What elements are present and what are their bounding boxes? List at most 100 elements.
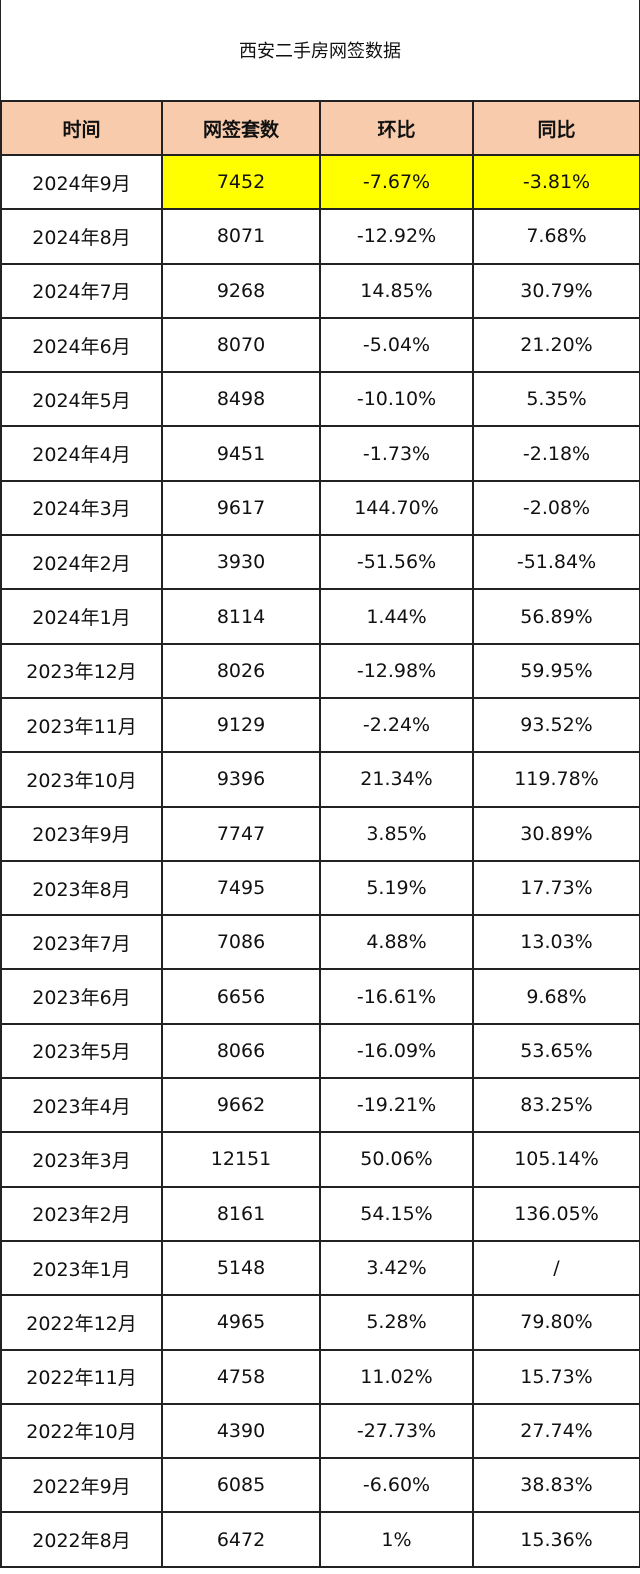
table-row: 2024年2月 3930 -51.56% -51.84% xyxy=(0,534,640,591)
cell-count: 12151 xyxy=(161,1131,321,1188)
cell-count: 9617 xyxy=(161,479,321,537)
cell-yoy: 7.68% xyxy=(472,208,640,265)
cell-count: 7495 xyxy=(161,859,321,917)
table-row: 2023年11月 9129 -2.24% 93.52% xyxy=(0,696,640,754)
cell-count: 9451 xyxy=(161,425,321,482)
table-row: 2024年4月 9451 -1.73% -2.18% xyxy=(0,425,640,482)
cell-mom: -5.04% xyxy=(319,316,474,374)
table-row: 2024年1月 8114 1.44% 56.89% xyxy=(0,588,640,645)
cell-mom: 3.42% xyxy=(319,1239,474,1297)
table-row: 2022年12月 4965 5.28% 79.80% xyxy=(0,1294,640,1351)
cell-yoy: 83.25% xyxy=(472,1077,640,1134)
cell-yoy: -51.84% xyxy=(472,534,640,591)
cell-mom: -1.73% xyxy=(319,425,474,482)
table-row: 2023年10月 9396 21.34% 119.78% xyxy=(0,751,640,808)
cell-mom: 14.85% xyxy=(319,262,474,319)
cell-time: 2022年12月 xyxy=(0,1294,163,1351)
cell-mom: 21.34% xyxy=(319,751,474,808)
cell-mom: 5.19% xyxy=(319,859,474,917)
cell-count: 3930 xyxy=(161,534,321,591)
cell-yoy: 53.65% xyxy=(472,1022,640,1080)
cell-time: 2024年2月 xyxy=(0,534,163,591)
cell-count: 6656 xyxy=(161,968,321,1025)
cell-time: 2024年9月 xyxy=(0,153,163,211)
cell-count: 9662 xyxy=(161,1077,321,1134)
cell-count: 8026 xyxy=(161,642,321,699)
table-row: 2024年9月 7452 -7.67% -3.81% xyxy=(0,153,640,211)
cell-count: 7086 xyxy=(161,914,321,971)
cell-mom: -12.92% xyxy=(319,208,474,265)
cell-count: 4390 xyxy=(161,1402,321,1460)
cell-count: 8161 xyxy=(161,1185,321,1242)
cell-yoy: -2.08% xyxy=(472,479,640,537)
cell-mom: -19.21% xyxy=(319,1077,474,1134)
cell-yoy: 21.20% xyxy=(472,316,640,374)
cell-count: 5148 xyxy=(161,1239,321,1297)
cell-mom: -7.67% xyxy=(319,153,474,211)
cell-time: 2023年3月 xyxy=(0,1131,163,1188)
cell-yoy: 59.95% xyxy=(472,642,640,699)
cell-count: 8070 xyxy=(161,316,321,374)
header-mom: 环比 xyxy=(319,100,474,156)
table-row: 2023年9月 7747 3.85% 30.89% xyxy=(0,805,640,862)
cell-count: 9396 xyxy=(161,751,321,808)
data-table: 时间 网签套数 环比 同比 2024年9月 7452 -7.67% -3.81% 202… xyxy=(0,100,640,1568)
table-row: 2023年6月 6656 -16.61% 9.68% xyxy=(0,968,640,1025)
table-row: 2023年4月 9662 -19.21% 83.25% xyxy=(0,1077,640,1134)
cell-time: 2022年8月 xyxy=(0,1511,163,1568)
cell-yoy: 119.78% xyxy=(472,751,640,808)
header-time: 时间 xyxy=(0,100,163,156)
cell-yoy: 13.03% xyxy=(472,914,640,971)
cell-time: 2024年5月 xyxy=(0,371,163,428)
cell-time: 2023年4月 xyxy=(0,1077,163,1134)
table-row: 2023年2月 8161 54.15% 136.05% xyxy=(0,1185,640,1242)
cell-time: 2024年1月 xyxy=(0,588,163,645)
cell-time: 2023年8月 xyxy=(0,859,163,917)
cell-yoy: -3.81% xyxy=(472,153,640,211)
cell-yoy: / xyxy=(472,1239,640,1297)
cell-yoy: 27.74% xyxy=(472,1402,640,1460)
cell-yoy: 79.80% xyxy=(472,1294,640,1351)
cell-mom: 4.88% xyxy=(319,914,474,971)
cell-time: 2024年7月 xyxy=(0,262,163,319)
cell-yoy: 30.89% xyxy=(472,805,640,862)
cell-time: 2023年12月 xyxy=(0,642,163,699)
cell-time: 2024年3月 xyxy=(0,479,163,537)
cell-time: 2023年6月 xyxy=(0,968,163,1025)
cell-count: 9129 xyxy=(161,696,321,754)
header-row: 时间 网签套数 环比 同比 xyxy=(0,100,640,156)
cell-count: 9268 xyxy=(161,262,321,319)
cell-count: 7452 xyxy=(161,153,321,211)
cell-mom: 54.15% xyxy=(319,1185,474,1242)
cell-mom: -16.61% xyxy=(319,968,474,1025)
cell-count: 6085 xyxy=(161,1457,321,1514)
header-count: 网签套数 xyxy=(161,100,321,156)
cell-mom: -16.09% xyxy=(319,1022,474,1080)
cell-count: 4965 xyxy=(161,1294,321,1351)
cell-mom: -6.60% xyxy=(319,1457,474,1514)
cell-time: 2022年9月 xyxy=(0,1457,163,1514)
cell-time: 2023年2月 xyxy=(0,1185,163,1242)
cell-yoy: 17.73% xyxy=(472,859,640,917)
cell-mom: 50.06% xyxy=(319,1131,474,1188)
table-row: 2022年11月 4758 11.02% 15.73% xyxy=(0,1348,640,1405)
table-row: 2023年5月 8066 -16.09% 53.65% xyxy=(0,1022,640,1080)
cell-yoy: 9.68% xyxy=(472,968,640,1025)
table-row: 2023年3月 12151 50.06% 105.14% xyxy=(0,1131,640,1188)
cell-yoy: 5.35% xyxy=(472,371,640,428)
cell-time: 2024年6月 xyxy=(0,316,163,374)
cell-yoy: 56.89% xyxy=(472,588,640,645)
cell-mom: 5.28% xyxy=(319,1294,474,1351)
cell-yoy: 15.73% xyxy=(472,1348,640,1405)
cell-mom: 11.02% xyxy=(319,1348,474,1405)
cell-count: 6472 xyxy=(161,1511,321,1568)
cell-mom: -12.98% xyxy=(319,642,474,699)
cell-time: 2023年9月 xyxy=(0,805,163,862)
cell-time: 2023年7月 xyxy=(0,914,163,971)
cell-mom: 144.70% xyxy=(319,479,474,537)
cell-count: 4758 xyxy=(161,1348,321,1405)
table-title: 西安二手房网签数据 xyxy=(0,0,640,100)
cell-count: 8071 xyxy=(161,208,321,265)
cell-time: 2024年8月 xyxy=(0,208,163,265)
cell-time: 2022年11月 xyxy=(0,1348,163,1405)
